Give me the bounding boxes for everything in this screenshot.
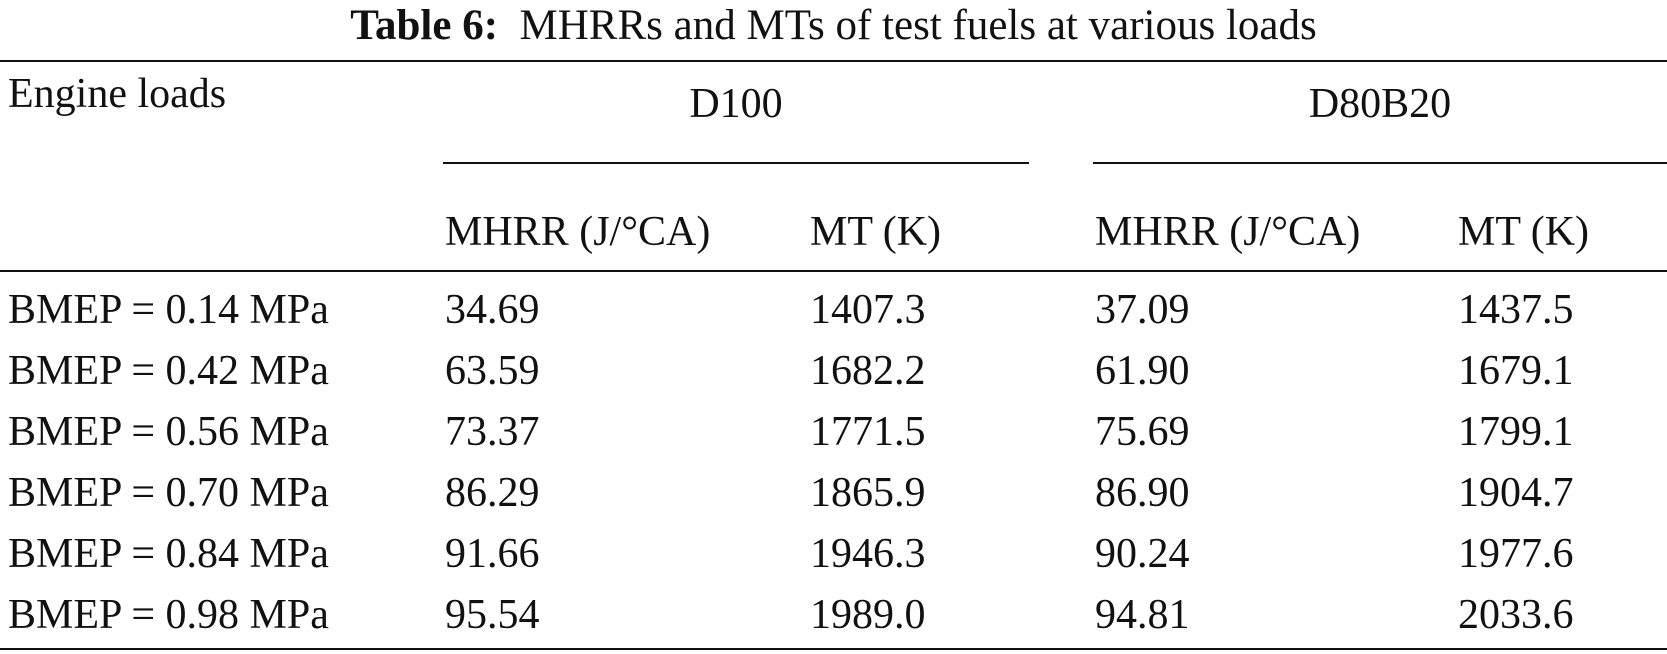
cell-mt-d80b20: 1977.6 [1458,531,1574,577]
group-rule-d80b20 [1093,162,1667,164]
row-header-label: Engine loads [8,71,227,117]
cell-mt-d80b20: 1904.7 [1458,470,1574,516]
row-load: BMEP = 0.98 MPa [8,592,329,638]
cell-mhrr-d100: 63.59 [445,348,540,394]
row-load: BMEP = 0.14 MPa [8,287,329,333]
cell-mt-d100: 1407.3 [810,287,926,333]
row-load: BMEP = 0.42 MPa [8,348,329,394]
table-number: Table 6: [350,2,499,49]
column-header-mhrr-d80b20: MHRR (J/°CA) [1095,209,1361,255]
table-caption: Table 6: MHRRs and MTs of test fuels at … [0,0,1667,52]
header-rule [0,270,1667,272]
group-header-d80b20: D80B20 [1308,81,1452,127]
column-header-mhrr-d100: MHRR (J/°CA) [445,209,711,255]
column-header-mt-d100: MT (K) [810,209,942,255]
cell-mhrr-d100: 95.54 [445,592,540,638]
column-header-mt-d80b20: MT (K) [1458,209,1590,255]
cell-mt-d80b20: 2033.6 [1458,592,1574,638]
cell-mhrr-d80b20: 94.81 [1095,592,1190,638]
cell-mhrr-d80b20: 90.24 [1095,531,1190,577]
cell-mhrr-d100: 34.69 [445,287,540,333]
cell-mhrr-d80b20: 61.90 [1095,348,1190,394]
cell-mt-d80b20: 1679.1 [1458,348,1574,394]
row-load: BMEP = 0.70 MPa [8,470,329,516]
cell-mt-d100: 1946.3 [810,531,926,577]
cell-mt-d100: 1989.0 [810,592,926,638]
cell-mt-d100: 1682.2 [810,348,926,394]
table-title: MHRRs and MTs of test fuels at various l… [519,2,1317,49]
cell-mt-d80b20: 1437.5 [1458,287,1574,333]
cell-mt-d100: 1865.9 [810,470,926,516]
cell-mhrr-d80b20: 75.69 [1095,409,1190,455]
cell-mhrr-d80b20: 86.90 [1095,470,1190,516]
cell-mhrr-d100: 91.66 [445,531,540,577]
row-load: BMEP = 0.56 MPa [8,409,329,455]
cell-mhrr-d80b20: 37.09 [1095,287,1190,333]
cell-mt-d100: 1771.5 [810,409,926,455]
cell-mt-d80b20: 1799.1 [1458,409,1574,455]
group-rule-d100 [443,162,1029,164]
group-header-d100: D100 [689,81,783,127]
bottom-rule [0,648,1667,650]
cell-mhrr-d100: 86.29 [445,470,540,516]
cell-mhrr-d100: 73.37 [445,409,540,455]
row-load: BMEP = 0.84 MPa [8,531,329,577]
top-rule [0,60,1667,62]
